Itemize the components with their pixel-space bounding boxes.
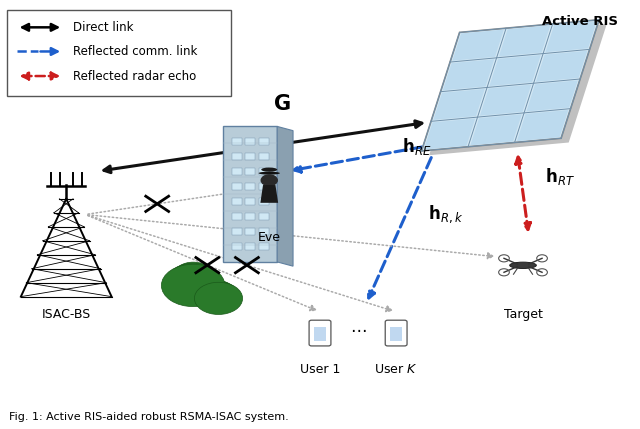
FancyBboxPatch shape [189, 285, 198, 293]
Circle shape [199, 281, 238, 307]
Text: ISAC-BS: ISAC-BS [42, 308, 91, 320]
FancyBboxPatch shape [214, 299, 223, 304]
Polygon shape [424, 118, 476, 150]
FancyBboxPatch shape [245, 138, 255, 145]
FancyBboxPatch shape [309, 320, 331, 346]
Text: Target: Target [504, 308, 543, 320]
Polygon shape [452, 30, 504, 61]
FancyBboxPatch shape [245, 153, 255, 160]
FancyBboxPatch shape [245, 228, 255, 235]
Circle shape [204, 281, 233, 300]
Text: Fig. 1: Active RIS-aided robust RSMA-ISAC system.: Fig. 1: Active RIS-aided robust RSMA-ISA… [9, 412, 289, 422]
FancyBboxPatch shape [390, 326, 402, 341]
FancyBboxPatch shape [245, 244, 255, 250]
FancyBboxPatch shape [259, 153, 269, 160]
FancyBboxPatch shape [232, 153, 242, 160]
Polygon shape [517, 110, 568, 141]
Circle shape [161, 264, 225, 307]
FancyBboxPatch shape [232, 244, 242, 250]
Text: User $K$: User $K$ [374, 363, 418, 376]
Polygon shape [429, 24, 607, 155]
FancyBboxPatch shape [232, 183, 242, 190]
Polygon shape [480, 85, 531, 116]
FancyBboxPatch shape [259, 244, 269, 250]
FancyBboxPatch shape [259, 213, 269, 220]
FancyBboxPatch shape [259, 183, 269, 190]
Polygon shape [260, 185, 278, 203]
Polygon shape [443, 59, 494, 91]
Polygon shape [433, 89, 485, 120]
FancyBboxPatch shape [6, 9, 230, 96]
Ellipse shape [261, 168, 277, 172]
FancyBboxPatch shape [232, 168, 242, 175]
Text: Direct link: Direct link [72, 21, 133, 34]
FancyBboxPatch shape [245, 213, 255, 220]
Polygon shape [422, 20, 599, 151]
Polygon shape [526, 80, 578, 112]
Text: $\mathbf{h}_{R,k}$: $\mathbf{h}_{R,k}$ [428, 204, 463, 225]
FancyBboxPatch shape [245, 183, 255, 190]
FancyBboxPatch shape [232, 198, 242, 205]
Polygon shape [490, 55, 541, 86]
FancyBboxPatch shape [232, 213, 242, 220]
Circle shape [168, 263, 218, 297]
FancyBboxPatch shape [245, 168, 255, 175]
FancyBboxPatch shape [314, 326, 326, 341]
Text: Reflected radar echo: Reflected radar echo [72, 69, 196, 82]
Circle shape [261, 175, 277, 186]
Text: $\mathbf{G}$: $\mathbf{G}$ [273, 94, 291, 115]
FancyBboxPatch shape [245, 198, 255, 205]
Text: Active RIS: Active RIS [542, 15, 618, 28]
Ellipse shape [259, 172, 280, 175]
Circle shape [174, 262, 212, 287]
FancyBboxPatch shape [259, 228, 269, 235]
FancyBboxPatch shape [385, 320, 407, 346]
Text: $\mathbf{h}_{RT}$: $\mathbf{h}_{RT}$ [545, 166, 575, 187]
Text: Eve: Eve [258, 231, 281, 245]
Circle shape [195, 282, 243, 314]
Polygon shape [277, 127, 293, 266]
FancyBboxPatch shape [259, 138, 269, 145]
FancyBboxPatch shape [232, 228, 242, 235]
Text: $\mathbf{h}_{RE}$: $\mathbf{h}_{RE}$ [403, 136, 432, 157]
Text: Reflected comm. link: Reflected comm. link [72, 45, 197, 58]
Polygon shape [470, 114, 522, 145]
Polygon shape [499, 25, 550, 57]
Text: $\cdots$: $\cdots$ [349, 320, 366, 338]
FancyBboxPatch shape [259, 168, 269, 175]
FancyBboxPatch shape [223, 127, 277, 262]
Polygon shape [545, 21, 597, 52]
Ellipse shape [509, 262, 536, 269]
FancyBboxPatch shape [259, 198, 269, 205]
Polygon shape [536, 51, 588, 82]
Text: User 1: User 1 [300, 363, 340, 376]
FancyBboxPatch shape [232, 138, 242, 145]
